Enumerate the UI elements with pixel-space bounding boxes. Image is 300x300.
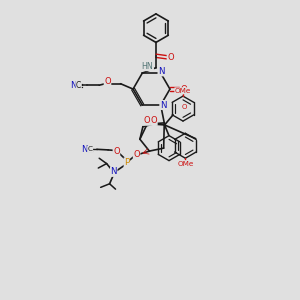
Text: O: O [151,116,157,125]
Text: O: O [133,150,140,159]
Text: C: C [76,81,81,90]
Text: C: C [88,146,93,152]
Text: N: N [81,145,87,154]
Text: O: O [143,116,150,125]
Text: N: N [70,81,76,90]
Text: O: O [182,103,187,109]
Text: O: O [104,77,111,86]
Text: HN: HN [142,62,154,71]
Text: N: N [110,167,117,176]
Text: O: O [167,53,174,62]
Text: N: N [158,67,164,76]
Text: OMe: OMe [177,160,194,166]
Text: P: P [124,158,130,167]
Text: O: O [181,85,188,94]
Text: O: O [113,147,120,156]
Text: OMe: OMe [175,88,191,94]
Text: N: N [160,100,166,109]
